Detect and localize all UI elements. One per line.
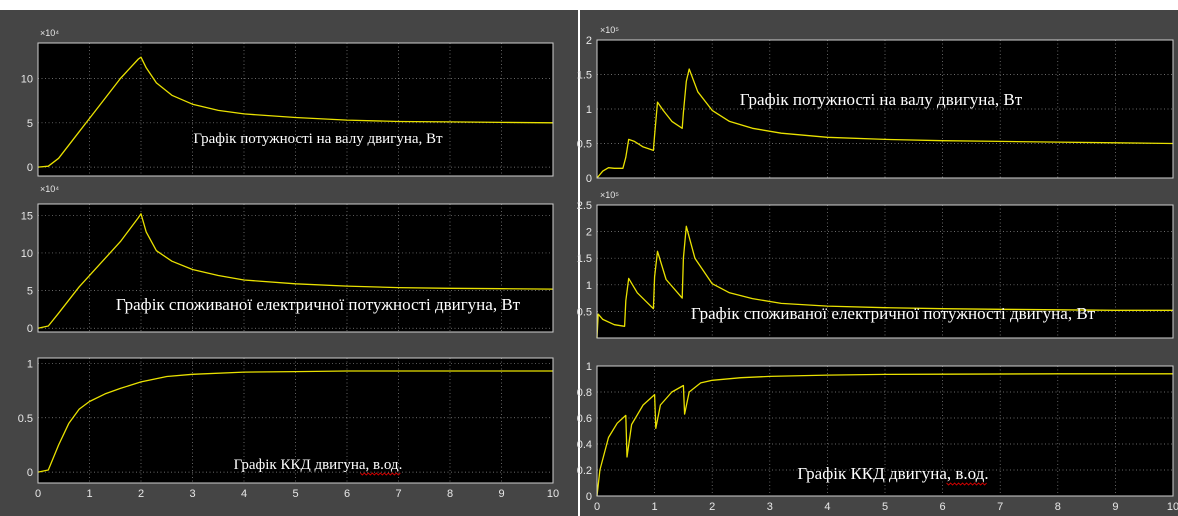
grid-lines [597,366,1173,496]
axes-frame [37,203,554,333]
series-line-1 [596,225,1173,339]
axis-exponent-label: ×10⁴ [40,184,59,194]
axes-frame [596,365,1174,497]
axis-exponent-label: ×10⁵ [600,25,619,35]
y-tick-label: 0.2 [577,465,592,477]
axes-frame [37,357,554,484]
plot-title: Графік потужності на валу двигуна, Вт [193,131,443,147]
x-tick-label: 6 [940,501,946,513]
axes-frame [596,39,1174,179]
plot-title: Графік споживаної електричної потужності… [691,304,1096,323]
y-tick-label: 0.8 [577,387,592,399]
y-tick-label: 1.5 [577,253,592,265]
x-tick-label: 8 [1055,501,1061,513]
x-tick-label: 10 [1167,501,1178,513]
series-line-1 [37,56,554,168]
x-tick-label: 2 [138,488,144,500]
y-tick-label: 1 [586,104,592,116]
x-tick-label: 9 [1112,501,1118,513]
y-tick-label: 1 [586,361,592,373]
x-tick-label: 0 [594,501,600,513]
series-line-1 [596,373,1173,497]
y-tick-label: 10 [21,73,33,85]
y-tick-label: 0.5 [18,413,33,425]
y-tick-label: 0 [27,323,33,335]
x-tick-label: 3 [767,501,773,513]
y-tick-label: 2 [586,35,592,47]
x-tick-label: 4 [824,501,830,513]
y-tick-label: 0.4 [577,439,592,451]
plot-title: Графік потужності на валу двигуна, Вт [740,90,1023,109]
y-tick-label: 0 [586,173,592,185]
y-tick-label: 1.5 [577,70,592,82]
plot-panel-2: 0 5 10 15 ×10⁴ Графік споживаної електричної … [21,184,554,335]
y-tick-label: 5 [27,286,33,298]
grid-lines [38,43,553,176]
series-line-1 [37,213,554,329]
plot-panel-4: 0 0.5 1 1.5 2 ×10⁵ Графік потужності на валу д… [577,25,1174,185]
plot-area [38,358,553,483]
grid-lines [38,204,553,332]
series-line-1 [596,68,1174,179]
axis-exponent-label: ×10⁴ [40,28,59,38]
spellcheck-squiggle [360,472,401,476]
x-tick-label: 5 [292,488,298,500]
x-tick-label: 4 [241,488,247,500]
y-tick-label: 0 [586,491,592,503]
x-tick-label: 0 [35,488,41,500]
x-tick-label: 10 [547,488,559,500]
y-tick-label: 0 [27,467,33,479]
y-tick-label: 0 [27,162,33,174]
x-tick-label: 1 [652,501,658,513]
y-tick-label: 2 [586,227,592,239]
series-line-1 [37,370,553,473]
x-tick-label: 9 [498,488,504,500]
y-tick-label: 0.6 [577,413,592,425]
axes-frame [596,204,1174,339]
axis-exponent-label: ×10⁵ [600,190,619,200]
x-tick-label: 2 [709,501,715,513]
x-tick-label: 6 [344,488,350,500]
y-tick-label: 0.5 [577,139,592,151]
plot-panel-5: 0.5 1 1.5 2 2.5 ×10⁵ Графік споживаної електри… [577,190,1174,339]
spellcheck-squiggle [946,482,987,486]
plot-panel-1: 0 5 10 ×10⁴ Графік потужності на валу двигун… [21,28,554,177]
y-tick-label: 10 [21,248,33,260]
plot-title: Графік споживаної електричної потужності… [116,295,521,314]
y-tick-label: 15 [21,210,33,222]
y-tick-label: 2.5 [577,200,592,212]
y-tick-label: 1 [27,358,33,370]
axes-frame [37,42,554,177]
grid-lines [597,40,1173,178]
y-tick-label: 0.5 [577,306,592,318]
x-tick-label: 7 [997,501,1003,513]
y-tick-label: 5 [27,118,33,130]
grid-lines [597,205,1173,338]
x-tick-label: 7 [395,488,401,500]
x-tick-label: 8 [447,488,453,500]
x-tick-label: 5 [882,501,888,513]
x-tick-label: 1 [86,488,92,500]
plot-title: Графік ККД двигуна, в.од. [797,464,988,483]
x-tick-label: 3 [189,488,195,500]
y-tick-label: 1 [586,280,592,292]
plot-title: Графік ККД двигуна, в.од. [234,457,403,473]
